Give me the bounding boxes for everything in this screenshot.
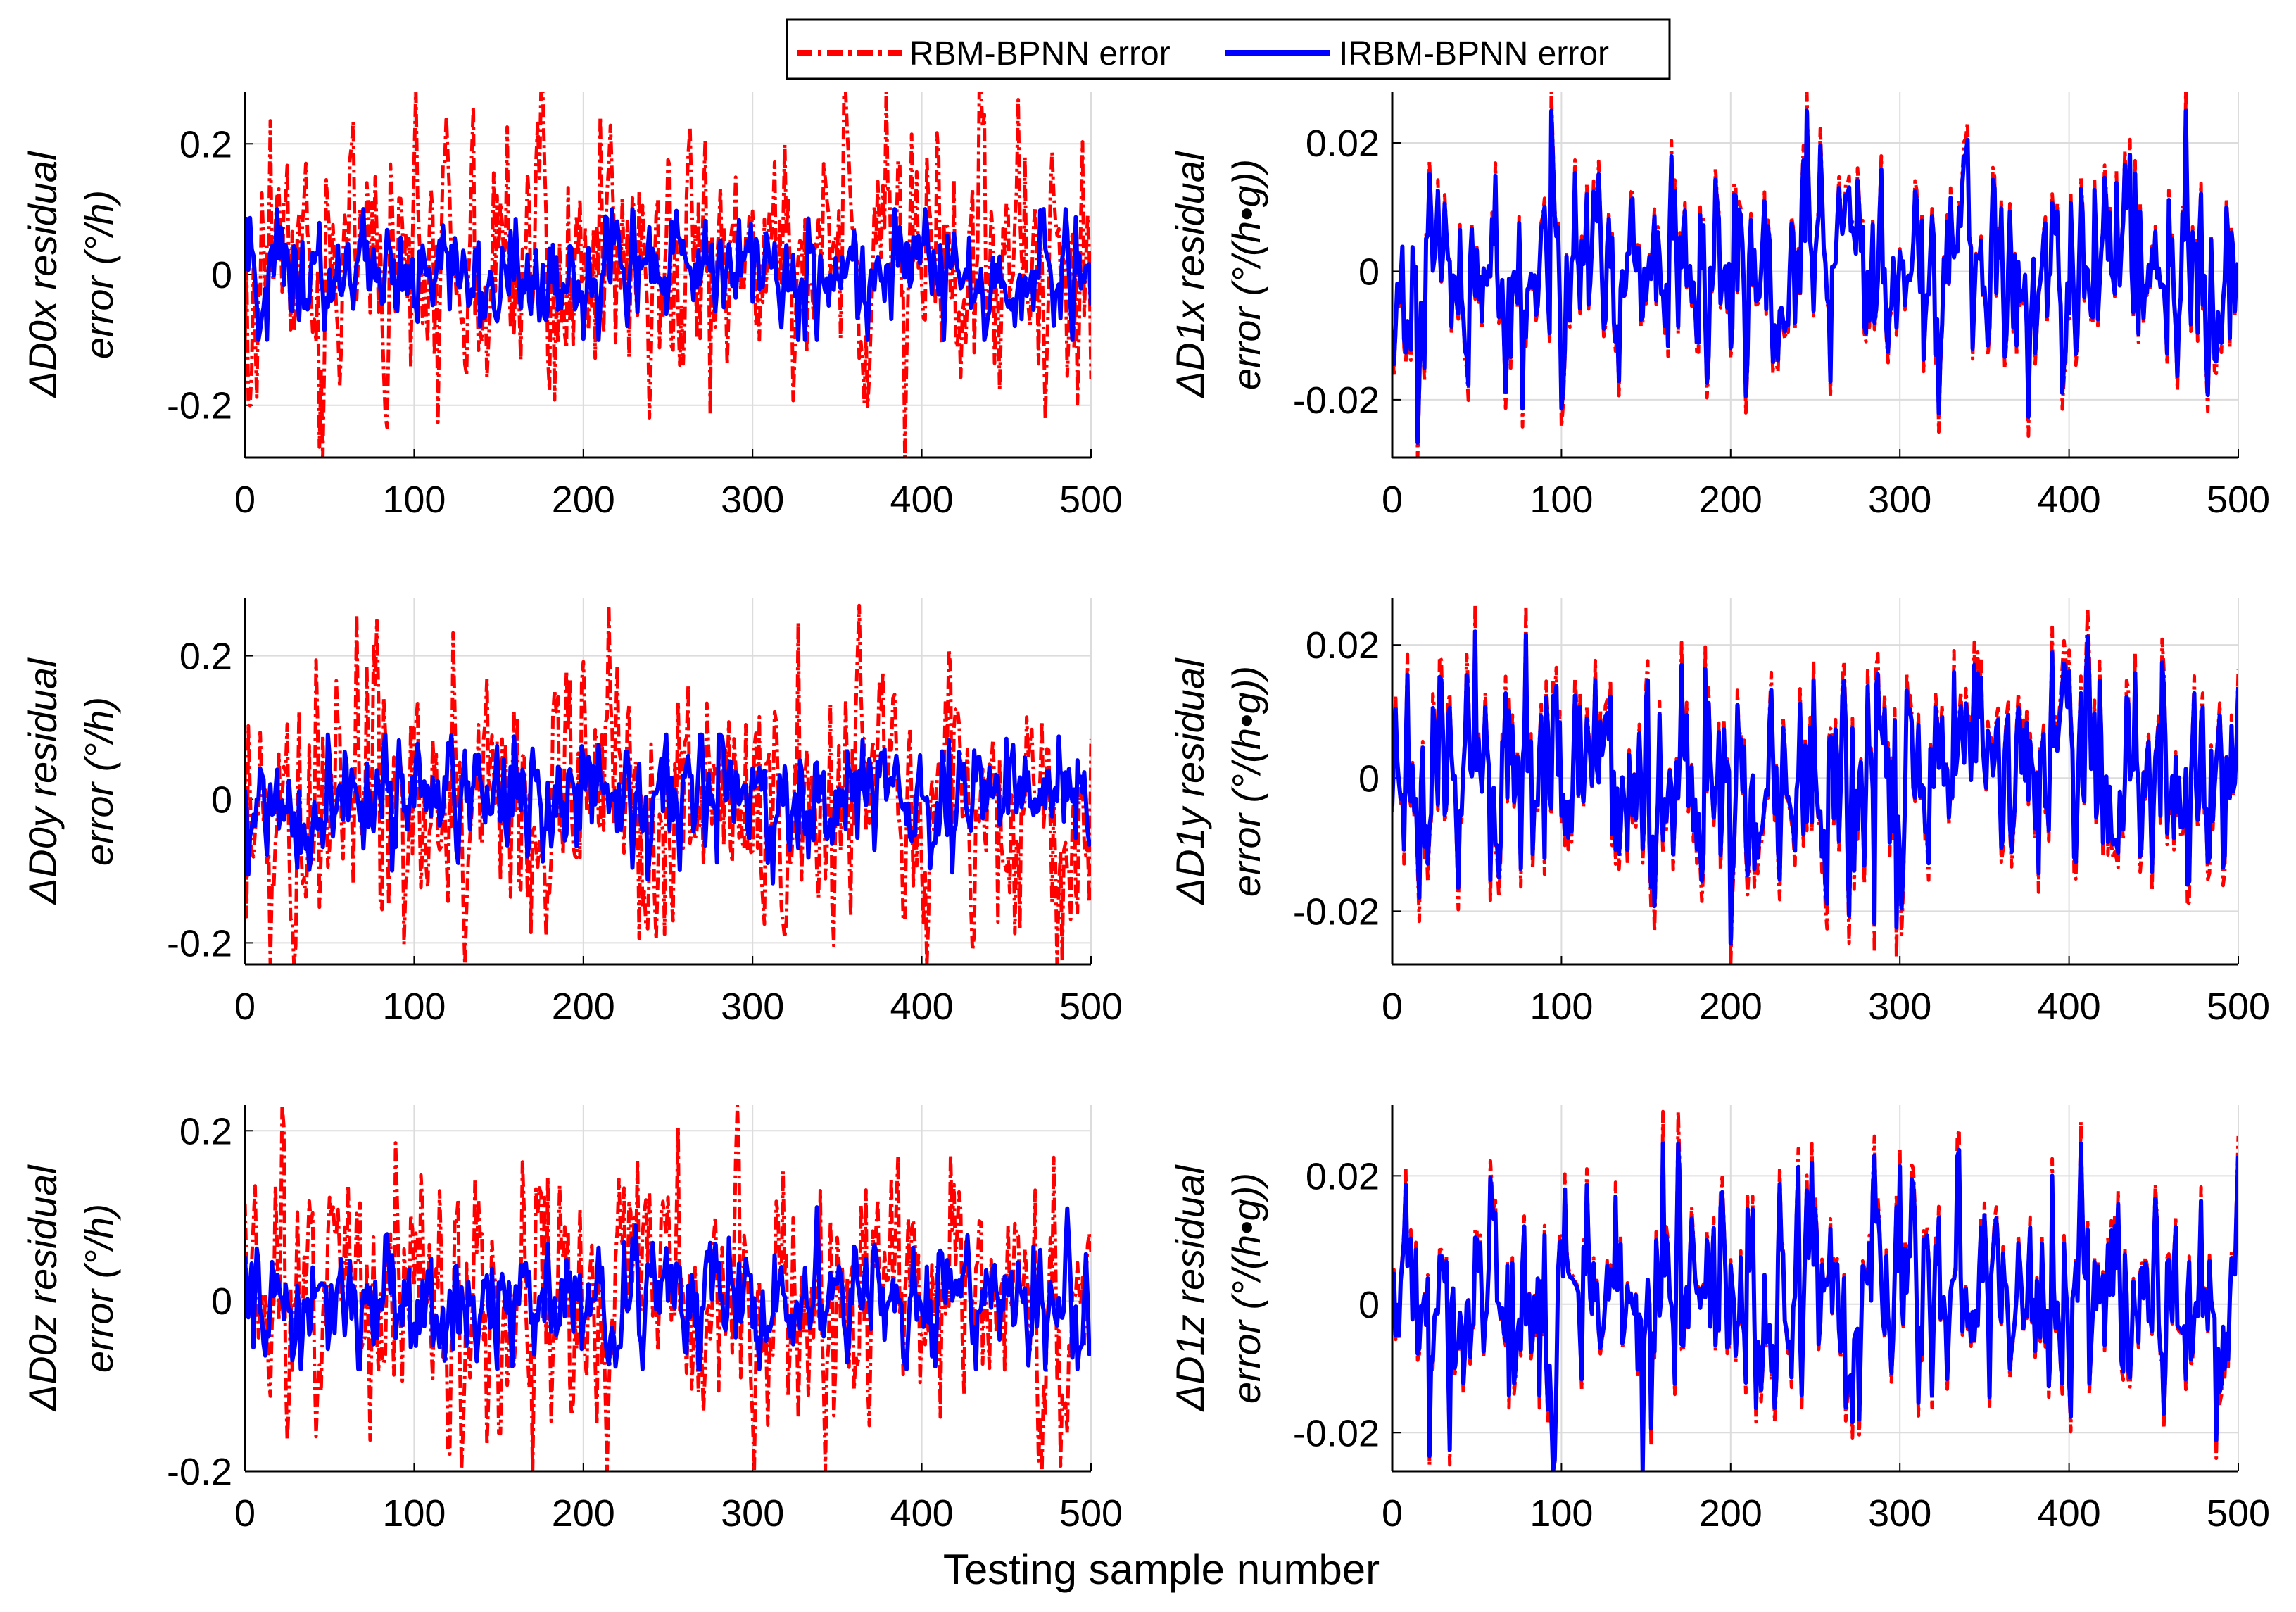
y-axis-label: error (°/h) [77,190,121,359]
y-axis-label: ΔD1z residual [1168,1164,1212,1412]
series-line-rbm-bpnn [245,92,1091,458]
y-axis-label: error (°/h) [77,697,121,866]
legend-label-irbm: IRBM-BPNN error [1339,35,1609,73]
x-tick-label: 400 [890,479,954,521]
y-tick-label: 0 [211,779,232,821]
x-tick-label: 400 [2038,1492,2101,1535]
y-tick-label: 0.2 [179,123,232,165]
y-tick-label: 0.02 [1306,624,1380,667]
series-line-irbm-bpnn [1392,1141,2238,1471]
x-tick-label: 300 [1868,479,1931,521]
x-tick-label: 200 [1699,479,1762,521]
x-axis-label: Testing sample number [943,1546,1380,1593]
y-tick-label: 0 [211,254,232,296]
x-tick-label: 500 [1059,986,1123,1028]
x-tick-label: 0 [1382,986,1403,1028]
x-tick-label: 0 [234,986,256,1028]
y-axis-label: error (°/h) [77,1204,121,1373]
x-tick-label: 300 [721,1492,784,1535]
legend-label-rbm: RBM-BPNN error [909,35,1171,73]
x-tick-label: 0 [234,1492,256,1535]
y-tick-label: -0.02 [1293,1412,1380,1454]
x-tick-label: 300 [721,479,784,521]
y-tick-label: 0.2 [179,636,232,678]
x-tick-label: 0 [1382,1492,1403,1535]
x-tick-label: 100 [382,986,446,1028]
series-line-irbm-bpnn [245,1205,1091,1371]
y-tick-label: -0.02 [1293,379,1380,422]
x-tick-label: 400 [2038,479,2101,521]
y-axis-label: ΔD0x residual [20,151,65,398]
x-tick-label: 500 [1059,1492,1123,1535]
x-tick-label: 200 [1699,986,1762,1028]
x-tick-label: 500 [2207,986,2270,1028]
y-tick-label: 0 [1358,757,1380,800]
y-axis-label: error (°/(h•g)) [1224,1173,1268,1404]
x-tick-label: 0 [1382,479,1403,521]
y-tick-label: -0.02 [1293,890,1380,933]
x-tick-label: 400 [890,986,954,1028]
y-tick-label: -0.2 [167,922,232,964]
y-tick-label: 0 [1358,1284,1380,1326]
y-axis-label: ΔD0z residual [20,1164,65,1412]
x-tick-label: 100 [382,479,446,521]
x-tick-label: 100 [1529,1492,1593,1535]
y-axis-label: ΔD1x residual [1168,151,1212,398]
y-axis-label: error (°/(h•g)) [1224,159,1268,390]
series-line-irbm-bpnn [245,732,1091,886]
x-tick-label: 400 [2038,986,2101,1028]
legend: RBM-BPNN error IRBM-BPNN error [786,18,1671,80]
legend-box [786,18,1671,80]
x-tick-label: 500 [2207,479,2270,521]
series-line-irbm-bpnn [245,207,1091,342]
x-tick-label: 300 [1868,986,1931,1028]
y-axis-label: ΔD1y residual [1168,657,1212,905]
y-axis-label: ΔD0y residual [20,657,65,905]
x-tick-label: 400 [890,1492,954,1535]
y-tick-label: -0.2 [167,1451,232,1493]
x-tick-label: 0 [234,479,256,521]
x-tick-label: 500 [1059,479,1123,521]
panel-d1x: 0 100 200 300 400 500 -0.02 0 0.02 ΔD1x residual e… [1168,92,2270,521]
series-line-rbm-bpnn [245,1105,1091,1471]
x-tick-label: 100 [382,1492,446,1535]
y-tick-label: 0 [1358,251,1380,293]
x-tick-label: 200 [552,986,615,1028]
y-tick-label: 0.2 [179,1110,232,1152]
x-tick-label: 200 [552,1492,615,1535]
x-tick-label: 200 [552,479,615,521]
x-tick-label: 300 [1868,1492,1931,1535]
series-line-irbm-bpnn [1392,108,2238,445]
y-tick-label: 0.02 [1306,122,1380,165]
series-line-irbm-bpnn [1392,629,2238,946]
y-tick-label: 0 [211,1280,232,1323]
panel-d1y: 0 100 200 300 400 500 -0.02 0 0.02 ΔD1y residual e… [1168,598,2270,1028]
panel-d0x: 0 100 200 300 400 500 -0.2 0 0.2 ΔD0x residual err… [20,92,1123,521]
y-tick-label: -0.2 [167,385,232,427]
x-tick-label: 200 [1699,1492,1762,1535]
y-tick-label: 0.02 [1306,1155,1380,1197]
x-tick-label: 300 [721,986,784,1028]
y-axis-label: error (°/(h•g)) [1224,666,1268,897]
x-tick-label: 100 [1529,986,1593,1028]
x-tick-label: 500 [2207,1492,2270,1535]
x-tick-label: 100 [1529,479,1593,521]
